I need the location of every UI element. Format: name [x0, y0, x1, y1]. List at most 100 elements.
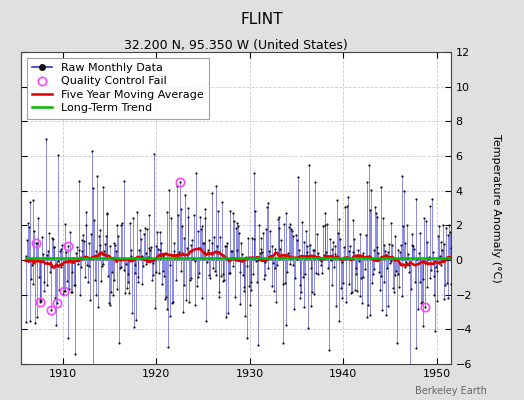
Point — [326, 236, 334, 242]
Point — [344, 248, 353, 254]
Point — [254, 342, 262, 348]
Point — [177, 268, 185, 275]
Point — [63, 335, 72, 341]
Point — [395, 284, 403, 290]
Point — [110, 240, 118, 246]
Point — [93, 173, 102, 179]
Point — [267, 253, 275, 260]
Y-axis label: Temperature Anomaly (°C): Temperature Anomaly (°C) — [492, 134, 501, 282]
Point — [397, 242, 405, 248]
Point — [409, 243, 418, 250]
Point — [32, 240, 41, 246]
Point — [355, 293, 364, 299]
Point — [70, 351, 79, 357]
Point — [330, 263, 338, 270]
Point — [429, 272, 438, 279]
Point — [200, 240, 208, 246]
Point — [204, 247, 212, 253]
Point — [368, 271, 377, 277]
Point — [68, 289, 76, 295]
Point — [224, 310, 232, 317]
Point — [294, 247, 303, 253]
Point — [148, 276, 156, 283]
Point — [443, 280, 451, 286]
Point — [449, 250, 457, 256]
Point — [223, 240, 232, 246]
Point — [423, 239, 431, 246]
Point — [325, 347, 333, 353]
Point — [169, 299, 177, 305]
Point — [72, 249, 80, 256]
Point — [374, 250, 383, 256]
Point — [134, 274, 143, 280]
Point — [259, 276, 268, 282]
Point — [238, 250, 246, 257]
Point — [52, 300, 61, 306]
Point — [440, 296, 448, 302]
Point — [388, 242, 397, 248]
Point — [373, 243, 381, 250]
Point — [431, 328, 439, 335]
Point — [427, 267, 435, 273]
Point — [432, 264, 440, 271]
Point — [257, 246, 265, 253]
Point — [115, 340, 123, 346]
Point — [435, 253, 444, 260]
Point — [429, 249, 437, 256]
Point — [188, 237, 196, 243]
Point — [319, 222, 327, 229]
Point — [378, 307, 386, 313]
Point — [339, 280, 347, 286]
Point — [252, 257, 260, 264]
Point — [234, 223, 242, 230]
Point — [416, 230, 424, 236]
Point — [230, 210, 238, 216]
Point — [175, 248, 183, 255]
Point — [33, 314, 41, 320]
Point — [236, 269, 245, 275]
Legend: Raw Monthly Data, Quality Control Fail, Five Year Moving Average, Long-Term Tren: Raw Monthly Data, Quality Control Fail, … — [27, 58, 209, 119]
Point — [240, 288, 248, 294]
Point — [125, 290, 133, 296]
Point — [57, 264, 65, 270]
Point — [352, 271, 361, 277]
Point — [408, 230, 417, 237]
Point — [82, 222, 91, 228]
Point — [271, 265, 280, 272]
Point — [220, 276, 228, 283]
Point — [276, 246, 285, 252]
Point — [31, 320, 39, 326]
Point — [278, 254, 286, 260]
Point — [183, 205, 192, 212]
Point — [78, 236, 86, 243]
Point — [437, 239, 445, 246]
Point — [108, 268, 116, 275]
Point — [39, 278, 48, 285]
Point — [99, 260, 107, 267]
Point — [387, 258, 395, 264]
Point — [133, 208, 141, 215]
Point — [105, 300, 113, 306]
Point — [323, 221, 331, 227]
Point — [114, 233, 123, 239]
Point — [329, 239, 337, 246]
Point — [281, 210, 290, 217]
Point — [367, 187, 375, 194]
Point — [307, 264, 315, 271]
Point — [111, 242, 119, 248]
Point — [48, 235, 56, 242]
Point — [304, 325, 312, 332]
Point — [426, 203, 434, 209]
Point — [272, 299, 280, 305]
Point — [353, 288, 362, 295]
Point — [168, 300, 176, 306]
Point — [182, 244, 191, 251]
Point — [339, 259, 347, 266]
Point — [131, 262, 139, 268]
Point — [247, 278, 256, 285]
Point — [381, 248, 389, 255]
Point — [77, 264, 85, 270]
Point — [112, 248, 120, 254]
Point — [397, 173, 406, 180]
Point — [182, 297, 190, 304]
